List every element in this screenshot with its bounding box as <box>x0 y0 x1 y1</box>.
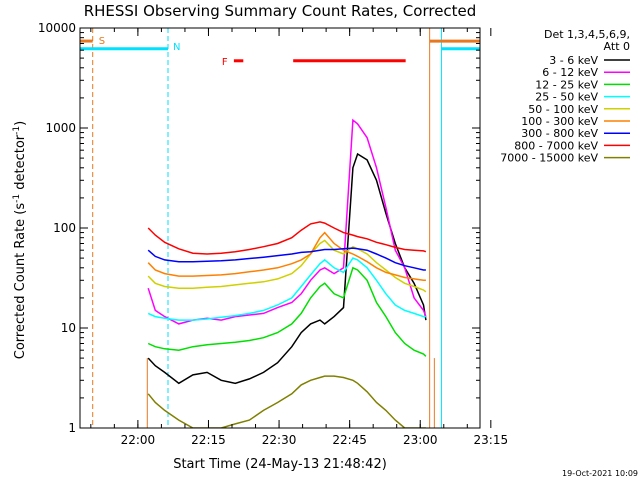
legend-label-8: 7000 - 15000 keV <box>500 152 598 165</box>
saa-label: S <box>99 36 105 47</box>
series-line-7 <box>147 221 427 255</box>
footer-date: 19-Oct-2021 10:09 <box>562 469 638 478</box>
y-tick-label: 10 <box>61 321 76 335</box>
series-line-8 <box>147 375 426 428</box>
y-axis-label-end: ) <box>13 121 28 126</box>
legend-label-1: 6 - 12 keV <box>542 66 598 79</box>
legend-label-3: 25 - 50 keV <box>535 91 598 104</box>
legend-label-7: 800 - 7000 keV <box>514 139 598 152</box>
y-tick-label: 1 <box>68 421 76 435</box>
series-line-6 <box>147 247 426 271</box>
series-line-3 <box>147 257 426 321</box>
plot-area: S N F 1 10 100 1000 10000 22:00 22:15 22:30 22:45 23… <box>38 21 508 447</box>
night-label: N <box>173 42 180 53</box>
legend-label-4: 50 - 100 keV <box>528 103 598 116</box>
y-axis-label: Corrected Count Rate (s-1 detector-1) <box>12 121 28 359</box>
x-tick-label: 23:15 <box>474 433 509 447</box>
plot-clip-group <box>80 28 480 428</box>
x-axis-label: Start Time (24-May-13 21:48:42) <box>173 457 387 472</box>
flare-label: F <box>222 57 228 68</box>
x-tick-label: 23:00 <box>403 433 438 447</box>
legend-header-line-2: Att 0 <box>604 40 630 53</box>
x-tick-label: 22:15 <box>191 433 226 447</box>
series-line-4 <box>147 239 427 293</box>
legend-label-0: 3 - 6 keV <box>549 54 598 67</box>
x-tick-label: 22:00 <box>121 433 156 447</box>
y-axis-label-sup1: -1 <box>12 194 22 203</box>
legend-label-5: 100 - 300 keV <box>521 115 598 128</box>
series-line-1 <box>147 118 427 325</box>
series-line-2 <box>147 266 427 357</box>
y-tick-label: 10000 <box>38 21 76 35</box>
chart-title: RHESSI Observing Summary Count Rates, Co… <box>84 2 477 20</box>
x-tick-label: 22:30 <box>262 433 297 447</box>
y-tick-label: 100 <box>53 221 76 235</box>
legend-label-6: 300 - 800 keV <box>521 127 598 140</box>
x-tick-label: 22:45 <box>332 433 367 447</box>
y-axis-label-main: Corrected Count Rate (s <box>13 203 28 360</box>
y-tick-label: 1000 <box>45 121 76 135</box>
plot-frame <box>79 27 481 429</box>
legend-header-line-1: Det 1,3,4,5,6,9, <box>544 28 630 41</box>
y-axis-label-sup2: -1 <box>12 126 22 135</box>
legend-label-2: 12 - 25 keV <box>535 78 598 91</box>
y-axis-label-mid: detector <box>13 134 28 194</box>
series-line-5 <box>147 231 426 282</box>
